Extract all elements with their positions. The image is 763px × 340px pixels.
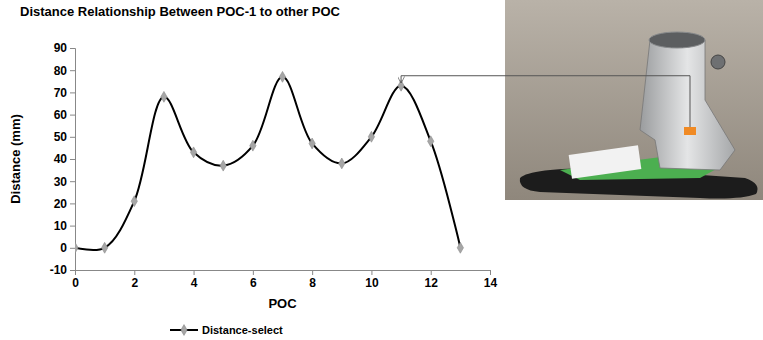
- x-tick-label: 8: [309, 276, 316, 290]
- chart-title: Distance Relationship Between POC-1 to o…: [20, 4, 341, 19]
- x-tick: 6: [250, 270, 257, 290]
- x-tick-label: 12: [425, 276, 439, 290]
- y-tick: 10: [54, 219, 75, 233]
- x-tick-label: 10: [365, 276, 379, 290]
- x-axis-title: POC: [268, 296, 297, 311]
- y-tick-mark: [70, 248, 75, 249]
- chart-root: Distance Relationship Between POC-1 to o…: [0, 0, 763, 340]
- y-tick: 30: [54, 175, 75, 189]
- foot-label: [569, 145, 642, 179]
- y-tick-mark: [70, 115, 75, 116]
- x-tick: 4: [191, 270, 198, 290]
- y-tick-mark: [70, 270, 75, 271]
- y-tick: 70: [54, 86, 75, 100]
- y-tick-label: 90: [54, 41, 68, 55]
- y-tick-mark: [70, 181, 75, 182]
- sensor-marker: [684, 127, 696, 135]
- y-tick-label: 30: [54, 175, 68, 189]
- plot-area: [75, 71, 463, 253]
- y-axis-title: Distance (mm): [8, 114, 23, 204]
- x-tick-label: 6: [250, 276, 257, 290]
- y-tick-label: 10: [54, 219, 68, 233]
- x-tick-mark: [490, 270, 491, 275]
- photo-background: [505, 0, 763, 200]
- legend-marker: [181, 325, 187, 336]
- x-tick-mark: [134, 270, 135, 275]
- y-tick: 80: [54, 64, 75, 78]
- y-axis-line: [70, 49, 76, 271]
- y-tick: 0: [60, 241, 75, 255]
- y-tick-mark: [70, 203, 75, 204]
- x-tick-label: 2: [131, 276, 138, 290]
- series-marker: [75, 242, 78, 253]
- x-axis: 0 2 4 6 8 10 12 14: [72, 270, 497, 290]
- leader-line: [401, 76, 690, 127]
- y-tick-label: 20: [54, 197, 68, 211]
- y-tick: 50: [54, 130, 75, 144]
- x-tick-label: 14: [484, 276, 498, 290]
- legend: Distance-select: [170, 324, 283, 336]
- y-tick-label: 50: [54, 130, 68, 144]
- x-tick-label: 0: [72, 276, 79, 290]
- series-marker: [279, 71, 285, 82]
- x-tick: 2: [131, 270, 138, 290]
- series-marker: [428, 136, 434, 147]
- series-marker: [368, 131, 374, 142]
- y-axis: -10 0 10 20 30 40 50 60 70 80 90: [50, 41, 76, 277]
- x-tick-mark: [431, 270, 432, 275]
- x-tick: 12: [425, 270, 439, 290]
- y-tick-label: 0: [60, 241, 67, 255]
- pylon-screw: [711, 55, 725, 69]
- x-tick-mark: [194, 270, 195, 275]
- series-line: [75, 77, 460, 250]
- y-tick-mark: [70, 226, 75, 227]
- y-tick: 60: [54, 108, 75, 122]
- series-marker: [161, 91, 167, 102]
- x-tick: 10: [365, 270, 379, 290]
- series-marker: [250, 140, 256, 151]
- x-tick-mark: [312, 270, 313, 275]
- y-tick: 40: [54, 152, 75, 166]
- y-tick-label: 40: [54, 152, 68, 166]
- y-tick: 20: [54, 197, 75, 211]
- chart-title-line: Distance Relationship Between POC-1 to o…: [20, 4, 341, 19]
- x-tick: 14: [484, 270, 498, 290]
- pylon-body: [640, 40, 735, 170]
- y-tick-label: 80: [54, 64, 68, 78]
- y-tick: 90: [54, 41, 75, 55]
- photo: [505, 0, 763, 200]
- y-tick-label: 70: [54, 86, 68, 100]
- series-marker: [339, 158, 345, 169]
- series-marker: [457, 242, 463, 253]
- series-marker: [102, 242, 108, 253]
- y-tick-mark: [70, 137, 75, 138]
- x-tick-mark: [253, 270, 254, 275]
- series-marker: [220, 160, 226, 171]
- y-tick-mark: [70, 92, 75, 93]
- series-marker: [190, 147, 196, 158]
- y-tick-label: -10: [50, 263, 68, 277]
- y-tick-label: 60: [54, 108, 68, 122]
- x-axis-line: [76, 271, 491, 276]
- x-tick: 8: [309, 270, 316, 290]
- series-marker: [309, 138, 315, 149]
- series-marker: [131, 196, 137, 207]
- y-tick-mark: [70, 159, 75, 160]
- x-tick-label: 4: [191, 276, 198, 290]
- y-tick-mark: [70, 70, 75, 71]
- y-tick-mark: [70, 48, 75, 49]
- y-tick: -10: [50, 263, 75, 277]
- pylon-top: [649, 32, 705, 48]
- x-tick: 0: [72, 270, 79, 290]
- legend-label: Distance-select: [202, 324, 283, 336]
- x-tick-mark: [371, 270, 372, 275]
